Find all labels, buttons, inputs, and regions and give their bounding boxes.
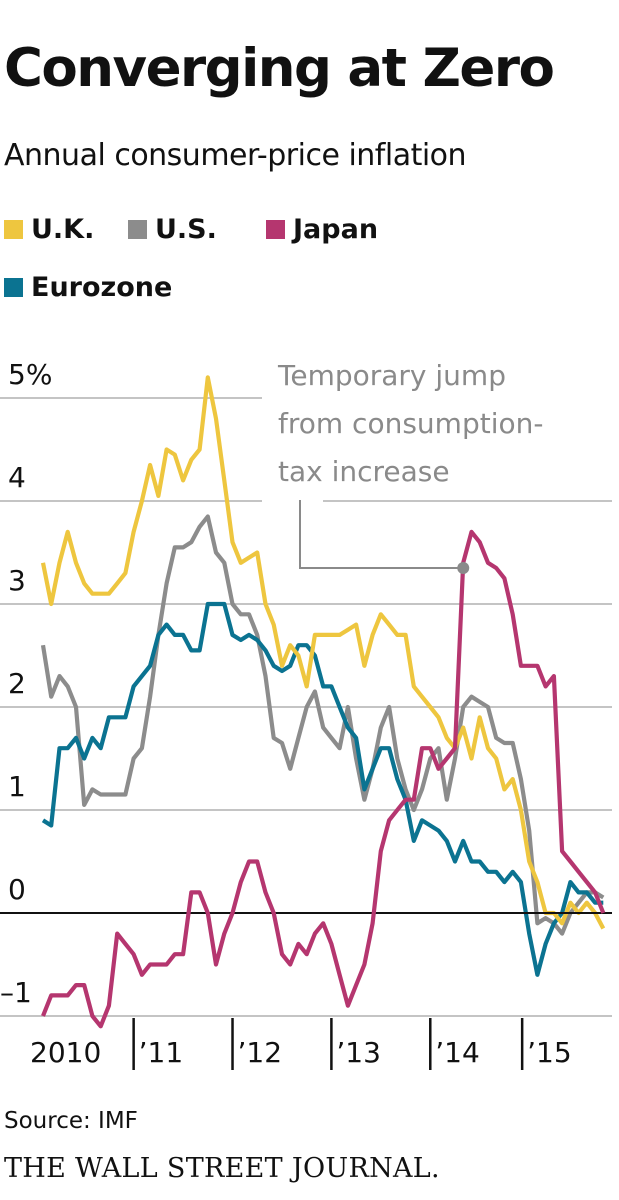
legend-item-uk: U.K. bbox=[4, 214, 94, 245]
x-tick-label: ’13 bbox=[336, 1036, 381, 1069]
y-tick-label: 4 bbox=[8, 461, 26, 494]
legend-label-uk: U.K. bbox=[31, 214, 95, 245]
legend-swatch-uk bbox=[4, 220, 23, 239]
legend-swatch-us bbox=[128, 220, 147, 239]
series-line-uk bbox=[40, 375, 606, 930]
legend-label-eurozone: Eurozone bbox=[31, 272, 173, 303]
y-tick-label: 3 bbox=[8, 564, 26, 597]
annotation-line-2: from consumption- bbox=[278, 407, 544, 440]
y-tick-label: 5% bbox=[8, 358, 53, 391]
legend-label-us: U.S. bbox=[155, 214, 217, 245]
annotation-text: Temporary jump from consumption- tax inc… bbox=[278, 352, 543, 496]
series-line-japan bbox=[41, 529, 606, 1029]
legend-label-japan: Japan bbox=[293, 214, 379, 245]
series-line-eurozone bbox=[41, 601, 604, 977]
publisher-logo: THE WALL STREET JOURNAL. bbox=[4, 1153, 440, 1184]
x-tick-label: ’12 bbox=[237, 1036, 283, 1069]
legend-swatch-eurozone bbox=[4, 278, 23, 297]
y-tick-label: 1 bbox=[8, 770, 26, 803]
y-tick-label: 2 bbox=[8, 667, 26, 700]
legend-item-japan: Japan bbox=[266, 214, 378, 245]
annotation-marker-dot bbox=[457, 561, 470, 574]
annotation-line-1: Temporary jump bbox=[278, 359, 506, 392]
chart-subtitle: Annual consumer-price inflation bbox=[4, 138, 467, 173]
source-note: Source: IMF bbox=[4, 1108, 138, 1134]
chart-title: Converging at Zero bbox=[4, 38, 555, 99]
y-tick-label: –1 bbox=[0, 976, 32, 1009]
x-tick-label: ’11 bbox=[138, 1036, 184, 1069]
annotation-leader-line bbox=[299, 500, 464, 569]
x-tick-label: ’15 bbox=[527, 1036, 572, 1069]
legend-item-us: U.S. bbox=[128, 214, 217, 245]
legend-swatch-japan bbox=[266, 220, 285, 239]
x-tick-label: 2010 bbox=[30, 1036, 102, 1069]
series-line-us bbox=[40, 514, 605, 936]
legend-item-eurozone: Eurozone bbox=[4, 272, 172, 303]
x-tick-label: ’14 bbox=[435, 1036, 480, 1069]
annotation-line-3: tax increase bbox=[278, 455, 450, 488]
y-tick-label: 0 bbox=[8, 873, 26, 906]
